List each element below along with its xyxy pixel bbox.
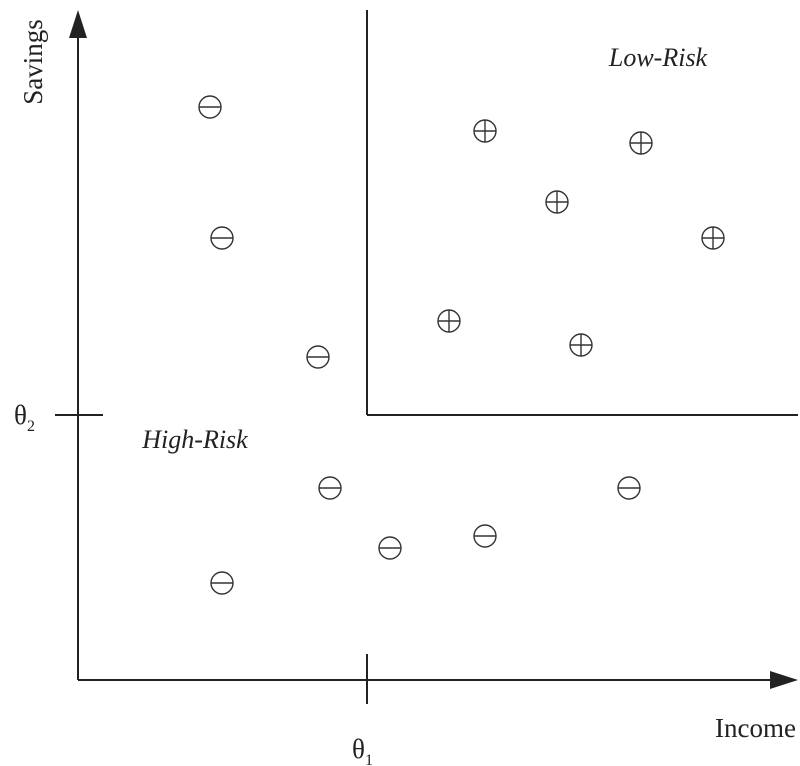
- y-axis-arrowhead: [69, 10, 87, 38]
- plus-marker: [569, 333, 593, 357]
- minus-marker: [318, 476, 342, 500]
- minus-marker: [473, 524, 497, 548]
- x-axis-arrowhead: [770, 671, 798, 689]
- theta2-label: θ2: [14, 400, 35, 435]
- plus-marker: [473, 119, 497, 143]
- minus-marker: [617, 476, 641, 500]
- plus-marker: [629, 131, 653, 155]
- plus-marker: [437, 309, 461, 333]
- high-risk-label: High-Risk: [141, 425, 248, 454]
- theta2-subscript: 2: [27, 418, 35, 435]
- theta1-symbol: θ: [352, 734, 365, 764]
- theta2-symbol: θ: [14, 400, 27, 430]
- theta1-subscript: 1: [365, 752, 373, 766]
- x-axis-title: Income: [715, 713, 796, 743]
- theta1-label: θ1: [352, 734, 373, 766]
- plus-marker: [701, 226, 725, 250]
- minus-marker: [198, 95, 222, 119]
- minus-marker: [306, 345, 330, 369]
- low-risk-label: Low-Risk: [608, 43, 708, 72]
- minus-marker: [378, 536, 402, 560]
- minus-marker: [210, 571, 234, 595]
- y-axis-title: Savings: [18, 19, 48, 105]
- plus-marker: [545, 190, 569, 214]
- minus-marker: [210, 226, 234, 250]
